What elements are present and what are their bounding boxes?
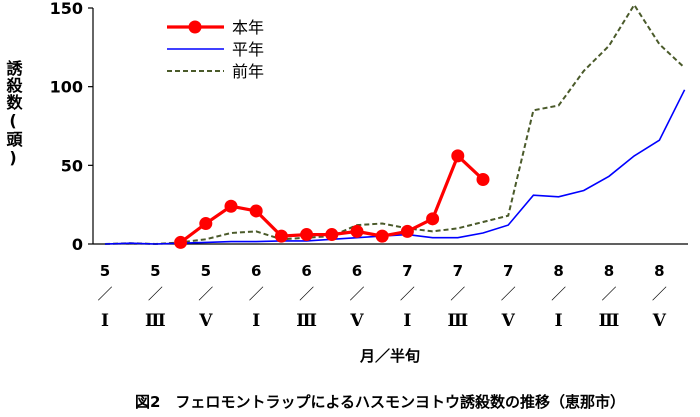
x-tick-labels: 5 ／ Ⅰ 5 ／ Ⅲ 5 ／ Ⅴ 6 ／ Ⅰ 6 ／ Ⅲ 6 ／ Ⅴ 7 ／ Ⅰ 7 ／ Ⅲ 7 ／ Ⅴ 8 ／ Ⅰ 8 ／ Ⅲ 8 ／ Ⅴ: [97, 262, 666, 331]
y-tick-label: 100: [50, 78, 83, 97]
legend-label: 本年: [232, 18, 264, 37]
y-tick-label: 0: [72, 235, 83, 254]
x-tick-half: Ⅴ: [349, 311, 364, 331]
x-tick-label: 8 ／ Ⅲ: [599, 262, 620, 331]
x-tick-label: 6 ／ Ⅲ: [296, 262, 317, 331]
x-tick-label: 5 ／ Ⅰ: [97, 262, 112, 331]
legend-label: 平年: [232, 40, 264, 59]
x-tick-separator: ／: [198, 285, 213, 303]
data-point: [426, 212, 440, 226]
x-tick-half: Ⅰ: [555, 311, 563, 331]
data-point: [451, 149, 465, 163]
x-tick-separator: ／: [249, 285, 264, 303]
x-tick-label: 5 ／ Ⅲ: [145, 262, 166, 331]
data-point: [325, 228, 339, 242]
y-tick-label: 50: [61, 156, 83, 175]
x-tick-label: 7 ／ Ⅲ: [447, 262, 468, 331]
data-point: [400, 224, 414, 238]
data-point: [224, 199, 238, 213]
x-tick-separator: ／: [148, 285, 163, 303]
data-point: [350, 224, 364, 238]
x-tick-month: 8: [654, 262, 664, 280]
x-tick-half: Ⅴ: [198, 311, 213, 331]
x-tick-label: 6 ／ Ⅴ: [349, 262, 364, 331]
legend-label: 前年: [232, 62, 264, 81]
x-tick-label: 7 ／ Ⅰ: [400, 262, 415, 331]
data-point: [476, 172, 490, 186]
y-axis-label-text: 誘殺数(頭): [3, 60, 23, 168]
x-tick-month: 6: [352, 262, 362, 280]
x-tick-month: 8: [553, 262, 563, 280]
data-point: [249, 204, 263, 218]
y-axis-label: 誘殺数(頭): [2, 60, 24, 168]
data-point: [174, 235, 188, 249]
x-tick-label: 6 ／ Ⅰ: [249, 262, 264, 331]
x-tick-month: 7: [402, 262, 412, 280]
x-tick-half: Ⅰ: [252, 311, 260, 331]
y-tick-label: 150: [50, 0, 83, 18]
x-tick-half: Ⅴ: [501, 311, 516, 331]
x-tick-month: 5: [201, 262, 211, 280]
x-tick-label: 8 ／ Ⅰ: [551, 262, 566, 331]
x-tick-half: Ⅰ: [101, 311, 109, 331]
x-axis-label: 月／半旬: [359, 347, 420, 365]
x-tick-label: 7 ／ Ⅴ: [501, 262, 516, 331]
x-tick-month: 8: [604, 262, 614, 280]
x-tick-month: 7: [453, 262, 463, 280]
data-point: [375, 229, 389, 243]
x-tick-separator: ／: [400, 285, 415, 303]
x-tick-separator: ／: [349, 285, 364, 303]
x-tick-separator: ／: [501, 285, 516, 303]
x-tick-month: 7: [503, 262, 513, 280]
x-tick-separator: ／: [450, 285, 465, 303]
x-tick-label: 5 ／ Ⅴ: [198, 262, 213, 331]
x-tick-half: Ⅴ: [652, 311, 667, 331]
x-tick-month: 6: [301, 262, 311, 280]
x-tick-month: 5: [150, 262, 160, 280]
x-tick-half: Ⅲ: [447, 311, 468, 331]
x-tick-label: 8 ／ Ⅴ: [652, 262, 667, 331]
data-point: [300, 228, 314, 242]
data-point: [274, 229, 288, 243]
series-line-2: [104, 3, 686, 246]
axes-layer: 0 50 100 150: [50, 0, 688, 254]
x-tick-half: Ⅲ: [599, 311, 620, 331]
series-line-1: [104, 89, 686, 245]
x-tick-half: Ⅰ: [403, 311, 411, 331]
x-tick-separator: ／: [97, 285, 112, 303]
legend-marker: [188, 20, 202, 34]
x-tick-separator: ／: [601, 285, 616, 303]
series-layer: [104, 3, 686, 249]
figure-caption: 図2 フェロモントラップによるハスモンヨトウ誘殺数の推移（恵那市）: [135, 393, 625, 411]
data-point: [199, 217, 213, 231]
x-tick-separator: ／: [551, 285, 566, 303]
x-tick-half: Ⅲ: [296, 311, 317, 331]
x-tick-half: Ⅲ: [145, 311, 166, 331]
x-tick-month: 5: [100, 262, 110, 280]
x-tick-separator: ／: [299, 285, 314, 303]
x-tick-month: 6: [251, 262, 261, 280]
x-tick-separator: ／: [652, 285, 667, 303]
